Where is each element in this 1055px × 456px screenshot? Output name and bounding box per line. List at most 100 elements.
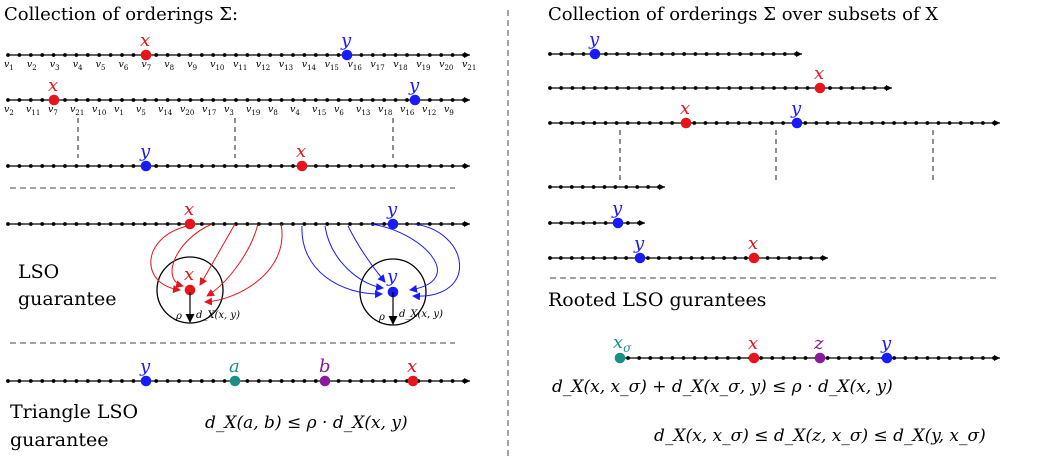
left-row3-dot (199, 164, 204, 168)
red-arrow-4 (206, 223, 259, 297)
right-row1-vertex-y (589, 48, 601, 60)
left-lso-dot (6, 222, 10, 226)
left-row2-vertex-label: v16 (400, 104, 415, 117)
left-triangle-vertex-b (319, 375, 331, 387)
left-row1-vertex-label: v10 (210, 59, 224, 72)
left-row1-dot (439, 53, 444, 57)
left-row1-vertex-label: v20 (439, 59, 453, 72)
left-row3-dot (348, 164, 352, 168)
ball-center-x-label: x (184, 264, 194, 285)
left-row3-dot (336, 164, 341, 168)
right-row6-dot (743, 256, 748, 260)
left-row1-dot (336, 53, 341, 57)
right-rooted-dot (825, 356, 830, 360)
left-row1-dot (51, 53, 56, 57)
left-row2-vertex-label: v3 (224, 104, 234, 117)
right-row3-dot (714, 121, 719, 125)
left-row1-label-x: x (140, 30, 150, 51)
left-row1-dot (222, 53, 227, 57)
blue-arrow-2 (324, 225, 384, 292)
right-panel-title: Collection of orderings Σ over subsets o… (548, 4, 938, 25)
right-row2-vertex-x (814, 82, 826, 94)
left-row1-vertex-label: v3 (50, 59, 60, 72)
right-row3-dot (925, 121, 930, 125)
right-row3-dot (858, 121, 863, 125)
left-row3-dot (291, 164, 295, 168)
left-row1-dot (450, 53, 455, 57)
left-lso-dot (291, 222, 295, 226)
right-row6-dot (722, 256, 726, 260)
left-row2-dot (268, 98, 273, 102)
left-triangle-dot (336, 379, 341, 383)
left-row3-dot (108, 164, 113, 168)
blue-arrow-1 (301, 225, 383, 299)
triangle-label-line2: guarantee (10, 429, 109, 451)
left-row2-vertex-label: v1 (114, 104, 124, 117)
right-row6-dot (613, 256, 618, 260)
left-row3-dot (405, 164, 409, 168)
left-row1-dot (256, 53, 261, 57)
right-row2-dot (749, 86, 754, 90)
right-row3-dot (759, 121, 763, 125)
left-row1-dot (370, 53, 375, 57)
left-triangle-dot (291, 379, 295, 383)
right-row6-dot (776, 256, 781, 260)
left-row3-dot (325, 164, 330, 168)
right-row6-dot (667, 256, 672, 260)
triangle-label-line1: Triangle LSO (10, 401, 138, 423)
right-row1-dot (626, 52, 631, 56)
right-row3-label-x: x (680, 98, 690, 119)
left-row3-dot (6, 164, 10, 168)
left-row2-dot (450, 98, 455, 102)
left-lso-dot (234, 222, 238, 226)
left-row1-dot (427, 53, 432, 57)
left-triangle-dot (199, 379, 204, 383)
right-row4-dot (569, 185, 574, 189)
left-lso-dot (348, 222, 352, 226)
left-row2-dot (17, 98, 22, 102)
left-row2-dot (97, 98, 102, 102)
left-row2-dot (188, 98, 193, 102)
right-row3-dot (770, 121, 774, 125)
left-row1-dot (234, 53, 238, 57)
right-rooted-dot (725, 356, 730, 360)
right-row2-dot (615, 86, 620, 90)
right-row6-dot (787, 256, 792, 260)
right-row1-dot (771, 52, 776, 56)
left-row3-dot (439, 164, 444, 168)
left-row1-dot (177, 53, 181, 57)
right-row6-dot (580, 256, 585, 260)
right-row1-dot (704, 52, 709, 56)
left-row2-dot (40, 98, 45, 102)
rooted-title: Rooted LSO gurantees (548, 289, 766, 311)
left-row1-dot (85, 53, 90, 57)
right-rooted-dot (759, 356, 764, 360)
right-rooted-dot (859, 356, 863, 360)
left-lso-dot (325, 222, 330, 226)
left-row1-dot (28, 53, 33, 57)
right-rooted-dot (803, 356, 808, 360)
left-triangle-vertex-x (407, 375, 419, 387)
right-row4-dot (548, 185, 552, 189)
left-row2-dot (359, 98, 364, 102)
right-row3-dot (548, 121, 552, 125)
left-lso-dot (427, 222, 432, 226)
left-lso-dot (439, 222, 444, 226)
right-row1-dot (637, 52, 642, 56)
right-row6-dot (646, 256, 650, 260)
left-lso-dot (268, 222, 273, 226)
right-row3-dot (881, 121, 885, 125)
left-triangle-label-b: b (319, 356, 331, 377)
right-rooted-dot (836, 356, 841, 360)
right-row2-dot (592, 86, 597, 90)
left-row3-dot (234, 164, 238, 168)
left-row2-dot (405, 98, 409, 102)
left-row2-dot (245, 98, 250, 102)
left-row1-dot (199, 53, 204, 57)
left-triangle-label-y: y (139, 356, 151, 377)
left-row2-vertex-label: v2 (4, 104, 14, 117)
left-lso-dot (199, 222, 204, 226)
left-row2-vertex-label: v18 (378, 104, 392, 117)
left-lso-dot (85, 222, 90, 226)
